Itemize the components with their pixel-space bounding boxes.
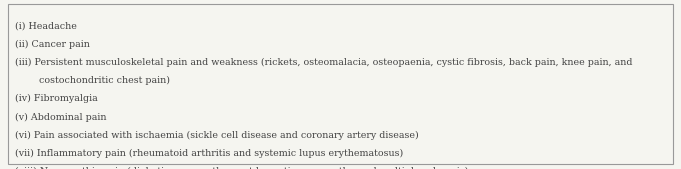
Text: (v) Abdominal pain: (v) Abdominal pain (15, 112, 106, 122)
Text: (ii) Cancer pain: (ii) Cancer pain (15, 40, 90, 49)
Text: (vii) Inflammatory pain (rheumatoid arthritis and systemic lupus erythematosus): (vii) Inflammatory pain (rheumatoid arth… (15, 149, 403, 158)
Text: costochondritic chest pain): costochondritic chest pain) (15, 76, 170, 85)
Text: (iii) Persistent musculoskeletal pain and weakness (rickets, osteomalacia, osteo: (iii) Persistent musculoskeletal pain an… (15, 58, 633, 67)
Text: (viii) Neuropathic pain (diabetic neuropathy, post herpetic neuropathy, and mult: (viii) Neuropathic pain (diabetic neurop… (15, 167, 469, 169)
Text: (vi) Pain associated with ischaemia (sickle cell disease and coronary artery dis: (vi) Pain associated with ischaemia (sic… (15, 130, 419, 140)
Text: (i) Headache: (i) Headache (15, 22, 77, 31)
Text: (iv) Fibromyalgia: (iv) Fibromyalgia (15, 94, 98, 103)
